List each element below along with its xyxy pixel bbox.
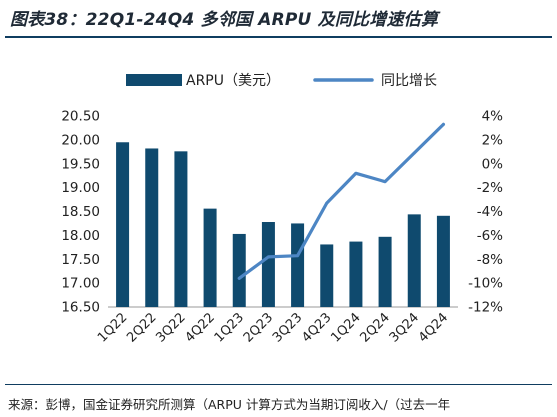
y-right-tick-label: -6% [477,228,503,244]
bar-3q23 [291,223,305,307]
growth-point [325,201,329,205]
legend-label-line: 同比增长 [381,73,437,89]
x-tick-label: 4Q23 [299,310,334,345]
growth-line [237,122,446,280]
x-tick-label: 3Q23 [270,310,305,345]
y-left-tick-label: 18.00 [61,228,100,244]
y-left-tick-label: 17.00 [61,276,100,292]
y-right-tick-label: -2% [477,180,503,196]
bar-4q22 [203,208,217,307]
growth-point [296,254,299,258]
x-tick-label: 4Q22 [183,310,218,345]
bar-2q23 [261,222,275,307]
x-tick-label: 3Q24 [387,310,422,345]
y-left-tick-label: 19.50 [61,156,100,172]
x-tick-label: 1Q24 [328,310,363,345]
bar-1q24 [349,241,363,307]
y-left-tick-label: 18.50 [61,204,100,220]
page-title: 图表38：22Q1-24Q4 多邻国 ARPU 及同比增速估算 [10,10,439,30]
growth-point [354,171,358,175]
bar-2q22 [145,148,159,307]
y-right-tick-label: -4% [477,204,503,220]
y-right-tick-label: 0% [482,156,504,172]
footer-divider [5,384,552,385]
y-right-tick-label: -12% [468,300,503,316]
growth-point [237,276,241,280]
y-right-tick-label: 4% [482,109,504,125]
bar-1q22 [116,142,130,307]
y-left-tick-label: 20.50 [61,109,100,125]
y-right-tick-label: -10% [468,276,503,292]
title-divider [5,36,552,38]
x-tick-label: 2Q23 [241,310,276,345]
growth-point [412,151,416,155]
x-tick-label: 4Q24 [416,310,451,345]
y-right-tick-label: 2% [482,132,504,148]
growth-point [442,122,445,126]
y-left-tick-label: 16.50 [61,300,100,316]
x-tick-label: 1Q23 [212,310,247,345]
y-left-tick-label: 20.00 [61,132,100,148]
legend-label-bar: ARPU（美元） [186,73,280,89]
y-left-tick-label: 17.50 [61,252,100,268]
growth-point [383,180,387,184]
bar-4q24 [436,215,450,307]
y-right-tick-label: -8% [477,252,503,268]
combo-chart: 16.50 17.00 17.50 18.00 18.50 19.00 19.50 20.00… [61,73,504,346]
x-tick-label: 3Q22 [153,310,188,345]
bar-2q24 [378,236,392,307]
legend-swatch-bar [126,74,182,86]
bar-3q22 [174,151,188,307]
growth-point [267,255,270,259]
x-tick-label: 2Q24 [358,310,393,345]
bar-3q24 [407,214,421,307]
y-left-tick-label: 19.00 [61,180,100,196]
source-note: 来源：彭博，国金证券研究所测算（ARPU 计算方式为当期订阅收入/（过去一年 [8,397,451,412]
bar-4q23 [320,244,334,307]
bar-1q23 [232,233,246,307]
x-tick-label: 1Q22 [95,310,130,345]
x-tick-label: 2Q22 [124,310,159,345]
